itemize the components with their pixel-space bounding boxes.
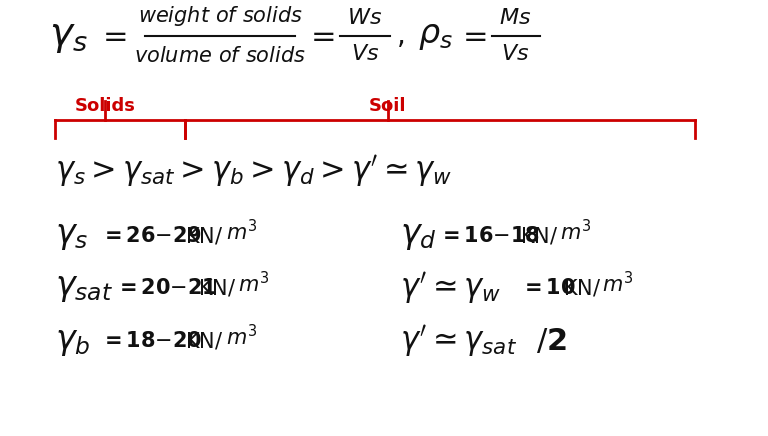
- Text: $\mathit{weight\ of\ solids}$: $\mathit{weight\ of\ solids}$: [137, 4, 303, 28]
- Text: Solids: Solids: [74, 97, 135, 115]
- Text: $\gamma_d$: $\gamma_d$: [400, 219, 437, 252]
- Text: $m^3$: $m^3$: [560, 219, 591, 245]
- Text: $\rho_s$: $\rho_s$: [418, 20, 452, 52]
- Text: $\mathit{Vs}$: $\mathit{Vs}$: [351, 44, 379, 64]
- Text: $\mathit{Ws}$: $\mathit{Ws}$: [347, 8, 382, 28]
- Text: $\mathrm{KN/}$: $\mathrm{KN/}$: [563, 277, 601, 299]
- Text: $\mathbf{=16\mathsf{-}18}$: $\mathbf{=16\mathsf{-}18}$: [438, 226, 540, 246]
- Text: $\mathbf{=10}$: $\mathbf{=10}$: [520, 278, 576, 298]
- Text: $\gamma^{\prime}\simeq\gamma_w$: $\gamma^{\prime}\simeq\gamma_w$: [400, 270, 502, 306]
- Text: $\mathbf{=18\mathsf{-}20}$: $\mathbf{=18\mathsf{-}20}$: [100, 331, 202, 351]
- Text: $m^3$: $m^3$: [238, 271, 270, 296]
- Text: $\mathit{volume\ of\ solids}$: $\mathit{volume\ of\ solids}$: [134, 46, 306, 66]
- Text: $/\mathbf{2}$: $/\mathbf{2}$: [536, 327, 567, 355]
- Text: $m^3$: $m^3$: [602, 271, 634, 296]
- Text: $=$: $=$: [305, 21, 335, 51]
- Text: $\mathrm{KN/}$: $\mathrm{KN/}$: [185, 330, 223, 351]
- Text: $m^3$: $m^3$: [226, 219, 257, 245]
- Text: $\mathbf{=20\mathsf{-}21}$: $\mathbf{=20\mathsf{-}21}$: [115, 278, 217, 298]
- Text: $\gamma_s > \gamma_{sat} > \gamma_b > \gamma_d > \gamma^{\prime} \simeq \gamma_w: $\gamma_s > \gamma_{sat} > \gamma_b > \g…: [55, 153, 452, 189]
- Text: $\gamma_s$: $\gamma_s$: [55, 219, 88, 252]
- Text: $\mathit{Ms}$: $\mathit{Ms}$: [499, 8, 531, 28]
- Text: $\gamma^{\prime}\simeq\gamma_{sat}$: $\gamma^{\prime}\simeq\gamma_{sat}$: [400, 323, 517, 359]
- Text: $\mathrm{KN/}$: $\mathrm{KN/}$: [185, 225, 223, 246]
- Text: $\mathrm{KN/}$: $\mathrm{KN/}$: [520, 225, 558, 246]
- Text: $\mathit{Vs}$: $\mathit{Vs}$: [501, 44, 529, 64]
- Text: $\mathrm{KN/}$: $\mathrm{KN/}$: [198, 277, 237, 299]
- Text: $=$: $=$: [97, 21, 127, 51]
- Text: $\gamma_{sat}$: $\gamma_{sat}$: [55, 272, 113, 304]
- Text: $\gamma_s$: $\gamma_s$: [48, 17, 88, 55]
- Text: Soil: Soil: [369, 97, 407, 115]
- Text: $\gamma_b$: $\gamma_b$: [55, 324, 91, 358]
- Text: $\mathbf{=26\mathsf{-}29}$: $\mathbf{=26\mathsf{-}29}$: [100, 226, 201, 246]
- Text: $=$: $=$: [457, 21, 487, 51]
- Text: $m^3$: $m^3$: [226, 324, 257, 350]
- Text: $,$: $,$: [396, 22, 404, 50]
